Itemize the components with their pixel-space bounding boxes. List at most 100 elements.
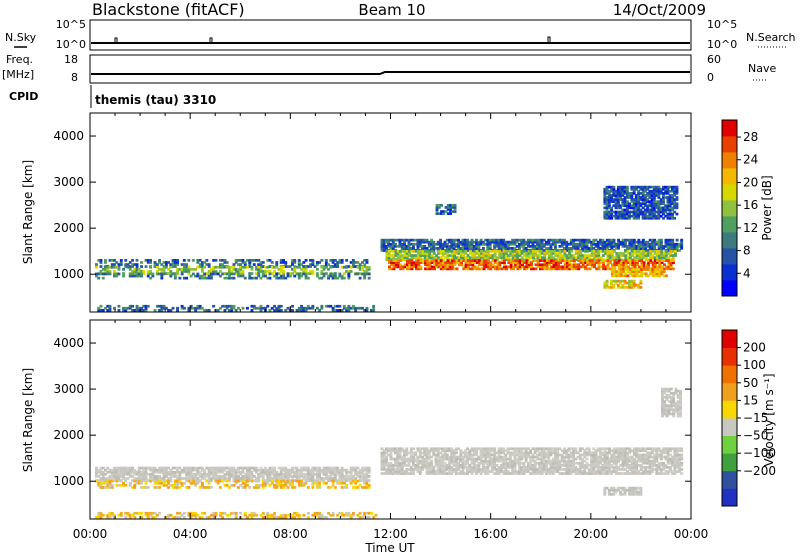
power-echo-cell [616, 283, 620, 287]
power-echo-cell [601, 254, 605, 257]
velocity-echo-cell [205, 466, 209, 470]
velocity-echo-cell [363, 466, 367, 470]
velocity-echo-cell [481, 461, 485, 465]
power-echo-cell [392, 256, 396, 259]
velocity-echo-cell [225, 466, 229, 470]
velocity-echo-cell [389, 466, 393, 469]
power-echo-cell [106, 272, 110, 276]
velocity-echo-cell [284, 513, 288, 517]
power-echo-cell [511, 238, 515, 242]
velocity-echo-cell [333, 470, 337, 474]
velocity-echo-cell [329, 513, 333, 517]
power-echo-cell [672, 259, 675, 262]
velocity-echo-cell [205, 486, 209, 489]
power-echo-cell [518, 259, 522, 262]
velocity-echo-cell [450, 466, 454, 469]
power-echo-cell [650, 192, 654, 195]
velocity-echo-cell [160, 477, 164, 480]
velocity-echo-cell [522, 447, 526, 451]
power-echo-cell [543, 261, 547, 264]
power-echo-cell [405, 245, 409, 248]
power-echo-cell [189, 274, 193, 278]
power-echo-cell [668, 210, 672, 214]
power-echo-cell [673, 200, 677, 203]
velocity-echo-cell [162, 472, 166, 476]
power-echo-cell [133, 263, 137, 266]
velocity-echo-cell [101, 470, 105, 474]
power-echo-cell [559, 267, 563, 271]
velocity-echo-cell [264, 481, 267, 485]
power-echo-cell [205, 259, 209, 262]
freq-tick-bottom: 8 [71, 71, 78, 84]
power-echo-cell [309, 265, 312, 268]
power-echo-cell [632, 283, 636, 287]
velocity-echo-cell [311, 513, 315, 517]
power-echo-cell [451, 263, 454, 267]
power-echo-cell [634, 185, 638, 189]
power-echo-cell [590, 261, 594, 264]
velocity-echo-cell [538, 470, 542, 473]
velocity-echo-cell [524, 466, 528, 469]
velocity-echo-cell [261, 472, 265, 476]
power-echo-cell [525, 263, 529, 267]
velocity-echo-cell [221, 479, 225, 483]
nave-tick-top: 60 [707, 53, 721, 66]
power-echo-cell [261, 274, 265, 278]
velocity-echo-cell [104, 468, 107, 472]
velocity-echo-cell [511, 461, 515, 465]
power-echo-cell [266, 259, 270, 262]
power-echo-cell [612, 242, 616, 246]
velocity-echo-cell [504, 468, 508, 471]
velocity-echo-cell [520, 455, 524, 459]
power-echo-cell [277, 276, 281, 280]
power-echo-cell [300, 306, 303, 310]
power-echo-cell [320, 265, 324, 269]
velocity-echo-cell [257, 479, 261, 483]
velocity-echo-cell [137, 472, 141, 476]
power-echo-cell [489, 254, 493, 257]
power-echo-cell [648, 238, 652, 242]
power-echo-cell [363, 263, 367, 266]
power-echo-cell [167, 261, 170, 264]
power-echo-cell [605, 185, 609, 189]
power-echo-cell [275, 274, 279, 278]
power-echo-cell [634, 194, 638, 197]
velocity-echo-cell [452, 464, 456, 467]
velocity-echo-cell [484, 472, 488, 475]
power-echo-cell [548, 259, 551, 262]
velocity-echo-cell [131, 486, 134, 489]
velocity-echo-cell [389, 472, 393, 475]
velocity-echo-cell [506, 464, 510, 467]
power-echo-cell [135, 274, 139, 278]
power-echo-cell [275, 263, 279, 266]
velocity-echo-cell [400, 449, 404, 453]
power-echo-cell [603, 242, 607, 246]
power-echo-cell [599, 261, 603, 264]
velocity-echo-cell [196, 481, 200, 485]
power-echo-cell [282, 276, 285, 280]
power-echo-cell [468, 250, 472, 253]
power-echo-cell [581, 265, 585, 269]
power-echo-cell [643, 200, 647, 203]
power-echo-cell [521, 265, 524, 269]
velocity-echo-cell [450, 447, 454, 451]
power-echo-cell [477, 247, 481, 250]
power-echo-cell [630, 286, 634, 289]
power-echo-cell [259, 268, 263, 271]
power-echo-cell [563, 254, 567, 257]
power-echo-cell [660, 268, 664, 271]
power-echo-cell [514, 252, 517, 255]
velocity-echo-cell [448, 447, 451, 451]
power-echo-cell [104, 259, 107, 262]
power-echo-cell [282, 265, 285, 269]
power-echo-cell [639, 281, 643, 285]
power-echo-cell [498, 265, 502, 269]
velocity-echo-cell [511, 464, 515, 467]
power-echo-cell [461, 238, 465, 242]
power-echo-cell [237, 272, 240, 276]
velocity-echo-cell [311, 466, 315, 470]
velocity-echo-cell [387, 468, 391, 471]
velocity-echo-cell [205, 479, 209, 483]
power-echo-cell [279, 259, 283, 262]
power-echo-cell [164, 306, 168, 310]
